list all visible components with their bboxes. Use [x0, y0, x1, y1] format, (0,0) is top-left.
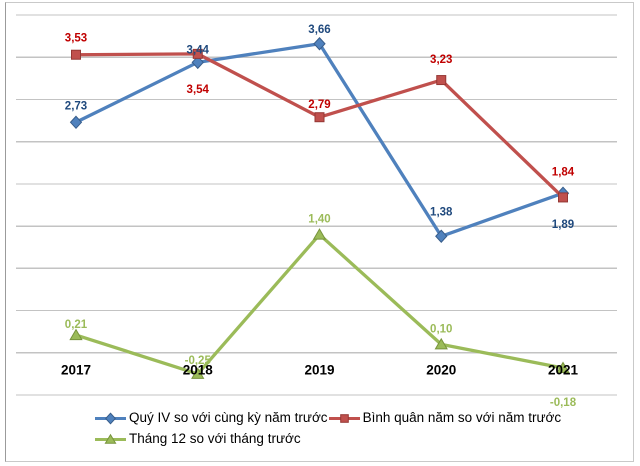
- square-marker-icon: [339, 413, 349, 423]
- triangle-marker-icon: [191, 367, 205, 379]
- x-axis-label: 2017: [61, 363, 91, 378]
- data-label: 2,79: [308, 99, 330, 111]
- square-marker-icon: [314, 112, 325, 123]
- triangle-marker-icon: [312, 228, 327, 240]
- square-marker-icon: [71, 49, 81, 60]
- data-label: 1,40: [308, 214, 330, 226]
- square-marker-icon: [558, 192, 568, 203]
- chart-legend: Quý IV so với cùng kỳ năm trước Bình quâ…: [95, 410, 563, 447]
- data-label: -0,25: [185, 355, 212, 367]
- data-label: -0,18: [550, 397, 577, 409]
- series-line-0: [74, 42, 565, 238]
- legend-line-diamond-icon: [95, 411, 126, 425]
- triangle-marker-icon: [556, 361, 570, 373]
- x-axis-label: 2020: [426, 363, 456, 378]
- triangle-marker-icon: [434, 337, 448, 350]
- data-label: 0,21: [65, 319, 88, 331]
- diamond-marker-icon: [435, 229, 448, 244]
- data-label: 2,73: [65, 100, 87, 112]
- diamond-marker-icon: [69, 115, 83, 130]
- legend-label: Bình quân năm so với năm trước: [362, 410, 562, 425]
- legend-label: Tháng 12 so với tháng trước: [129, 431, 301, 446]
- data-label: 0,10: [430, 323, 452, 335]
- triangle-marker-icon: [104, 433, 117, 444]
- square-marker-icon: [192, 48, 203, 59]
- legend-line-triangle-icon: [95, 433, 126, 444]
- legend-item-quy-iv: Quý IV so với cùng kỳ năm trước: [95, 410, 328, 426]
- square-marker-icon: [436, 75, 447, 86]
- data-label: 3,66: [308, 24, 330, 36]
- triangle-marker-icon: [69, 328, 83, 341]
- diamond-marker-icon: [191, 55, 204, 70]
- series-line-1: [74, 52, 565, 200]
- legend-label: Quý IV so với cùng kỳ năm trước: [129, 410, 328, 425]
- data-label: 1,84: [552, 166, 575, 178]
- diamond-marker-icon: [105, 411, 116, 425]
- legend-item-binh-quan: Bình quân năm so với năm trước: [328, 410, 562, 426]
- x-axis-label: 2018: [183, 363, 214, 378]
- data-label: 1,89: [552, 219, 574, 231]
- diamond-marker-icon: [313, 37, 326, 51]
- data-label: 3,44: [187, 44, 210, 56]
- data-label: 1,38: [430, 206, 453, 218]
- x-axis-label: 2021: [548, 363, 579, 378]
- data-label: 3,23: [430, 54, 452, 66]
- data-label: 3,53: [65, 33, 87, 45]
- data-label: 3,54: [187, 84, 210, 96]
- legend-line-square-icon: [328, 413, 360, 423]
- x-axis-label: 2019: [304, 363, 334, 378]
- legend-item-thang-12: Tháng 12 so với tháng trước: [95, 431, 301, 447]
